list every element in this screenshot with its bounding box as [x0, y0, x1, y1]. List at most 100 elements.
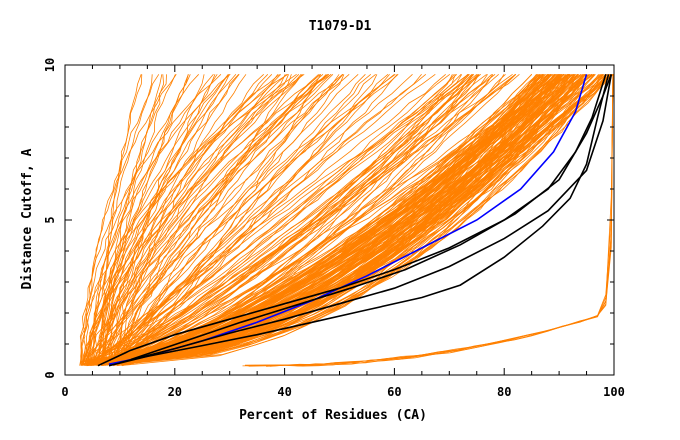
bundle-line [100, 74, 230, 366]
bundle-line [244, 74, 614, 367]
bundle-line [120, 73, 389, 365]
bundle-line [93, 73, 499, 365]
bundle-line [86, 73, 321, 363]
bundle-line [102, 74, 229, 366]
bundle-line [83, 74, 492, 365]
bundle-line [84, 74, 551, 363]
bundle-line [114, 73, 481, 366]
bundle-line [119, 73, 487, 364]
bundle-line [98, 74, 191, 366]
bundle-line [97, 74, 578, 365]
bundle-line [95, 73, 557, 363]
bundle-line [96, 74, 189, 366]
x-tick-label: 20 [168, 385, 182, 399]
series-line-3 [119, 74, 613, 364]
bundle-line [107, 74, 176, 363]
bundle-line [117, 74, 610, 363]
bundle-line [80, 74, 214, 366]
bundle-line [108, 74, 557, 362]
bundle-line [108, 74, 288, 366]
bundle-line [81, 74, 199, 366]
bundle-line [79, 74, 222, 366]
bundle-line [85, 74, 469, 366]
bundle-line [115, 74, 575, 362]
bundle-line [113, 74, 359, 366]
bundle-line [116, 74, 542, 364]
x-tick-label: 60 [387, 385, 401, 399]
bundle-line [105, 74, 585, 365]
bundle-line [83, 74, 165, 362]
bundle-line [101, 74, 143, 366]
bundle-line [90, 74, 567, 364]
bundle-line [105, 73, 469, 366]
bundle-line [90, 74, 332, 364]
bundle-line [97, 74, 163, 366]
bundle-line [90, 73, 541, 366]
x-tick-label: 80 [497, 385, 511, 399]
bundle-line [110, 73, 395, 364]
bundle-line [84, 73, 329, 366]
x-tick-label: 40 [277, 385, 291, 399]
bundle-line [87, 73, 289, 366]
y-tick-label: 5 [43, 216, 57, 223]
y-tick-label: 0 [43, 371, 57, 378]
bundle-line [102, 74, 218, 366]
bundle-line [122, 74, 247, 362]
bundle-line [103, 73, 305, 366]
bundle-line [123, 74, 286, 364]
axes: 0 20 40 60 80 100 0 5 10 [43, 58, 625, 399]
bundle-line [86, 73, 516, 362]
bundle-line [93, 74, 229, 366]
bundle-line [89, 73, 550, 364]
chart-title: T1079-D1 [309, 19, 372, 34]
bundle-line [109, 73, 614, 366]
bundle-line [104, 74, 479, 363]
bundle-line [104, 73, 579, 364]
bundle-line [119, 74, 559, 364]
bundle-line [95, 73, 396, 363]
highlight-lines [97, 74, 613, 367]
bundle-line [102, 73, 350, 365]
bundle-line [84, 74, 606, 363]
bundle-line [122, 74, 413, 366]
bundle-line [123, 74, 569, 365]
bundle-line [82, 74, 269, 366]
bundle-line [107, 74, 239, 366]
bundle-line [106, 73, 427, 366]
x-tick-label: 100 [603, 385, 625, 399]
bundle-line [93, 73, 520, 362]
bundle-line [124, 74, 327, 364]
bundle-line [119, 73, 563, 364]
bundle-line [97, 74, 475, 365]
series-line-4 [130, 74, 613, 361]
bundle-line [85, 74, 462, 365]
bundle-line [114, 74, 378, 364]
bundle-line [82, 74, 160, 366]
series-line-2 [108, 74, 610, 367]
bundle-line [92, 74, 324, 364]
bundle-line [86, 74, 289, 364]
y-axis-label: Distance Cutoff, A [20, 148, 35, 289]
y-tick-label: 10 [43, 58, 57, 72]
bundle-line [84, 74, 344, 362]
bundle-line [87, 74, 562, 363]
bundle-line [80, 74, 457, 364]
bundle-line [99, 73, 328, 366]
bundle-line [107, 74, 398, 363]
bundle-line [114, 74, 319, 362]
bundle-line [81, 73, 469, 363]
bundle-line [105, 74, 463, 364]
bundle-line [93, 73, 539, 366]
bundle-line [110, 74, 344, 362]
bundle-line [97, 73, 343, 362]
bundle-lines [79, 73, 615, 367]
bundle-line [97, 74, 506, 362]
bundle-line [98, 74, 480, 364]
bundle-line [104, 73, 513, 363]
bundle-line [114, 74, 366, 365]
bundle-line [103, 74, 300, 366]
x-tick-label: 0 [61, 385, 68, 399]
bundle-line [92, 74, 611, 364]
